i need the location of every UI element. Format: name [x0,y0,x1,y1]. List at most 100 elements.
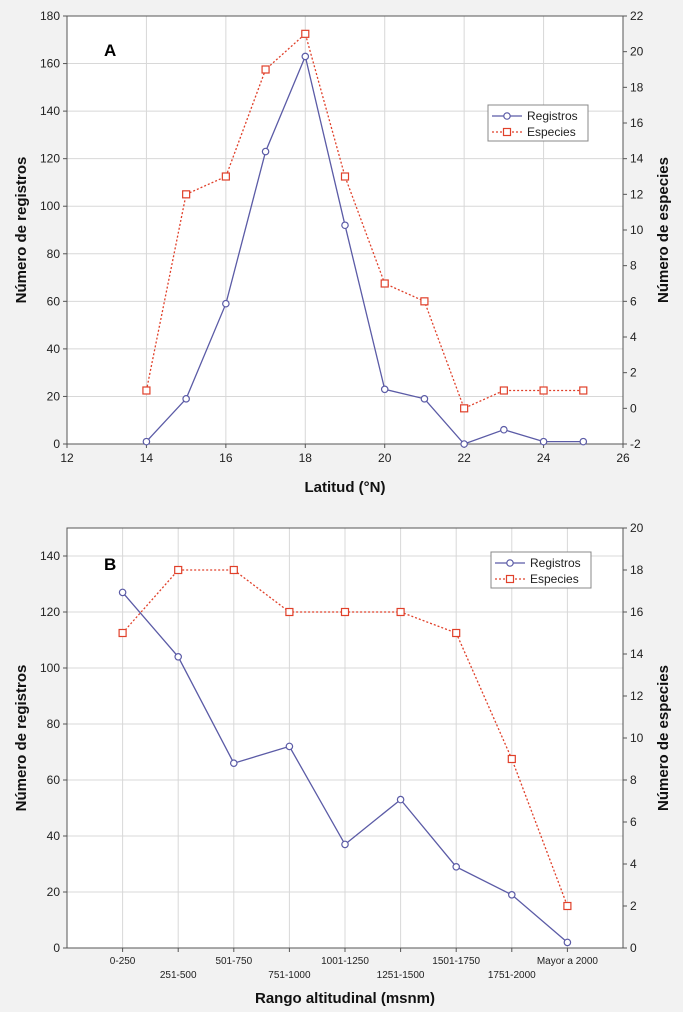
y-left-tick-label: 0 [53,437,60,451]
y-right-tick-label: 8 [630,773,637,787]
legend-b-registros-label: Registros [530,556,581,570]
registros-point [380,385,389,394]
especies-point [285,607,294,617]
especies-point [539,386,548,395]
y-right-tick-label: 20 [630,45,644,59]
registros-point [230,759,238,768]
registros-point [579,437,588,446]
registros-point [452,862,461,871]
y-left-tick-label: 40 [47,342,61,356]
y-right-tick-label: 18 [630,563,644,577]
registros-point [396,795,405,804]
y-right-tick-label: 12 [630,689,644,703]
especies-point [261,65,270,74]
registros-point [182,395,190,403]
especies-point [182,190,191,199]
registros-point [222,299,230,308]
especies-point [340,172,350,181]
registros-point [142,437,151,446]
panel-a-letter: A [104,41,116,60]
registros-series-line [145,54,584,445]
panel-a-legend: Registros Especies [487,104,589,142]
y-right-tick-label: -2 [630,437,641,451]
registros-point [285,742,294,751]
especies-point [301,29,310,38]
y-right-tick-label: 4 [630,330,637,344]
especies-point [563,901,572,911]
y-right-tick-label: 0 [630,401,637,415]
y-right-tick-label: 10 [630,223,644,237]
x-tick-label: 16 [219,451,233,465]
y-right-tick-label: 0 [630,941,637,955]
especies-series-line [145,32,584,410]
panel-b-letter: B [104,555,116,574]
y-right-tick-label: 8 [630,259,637,273]
legend-b-especies-label: Especies [530,572,579,586]
y-right-tick-label: 18 [630,80,644,94]
registros-point [539,437,548,446]
x-tick-label: 18 [299,451,313,465]
y-right-tick-label: 12 [630,187,644,201]
y-left-tick-label: 160 [40,57,60,71]
panel-b-y-right-title: Número de especies [655,665,672,811]
y-left-tick-label: 100 [40,199,60,213]
y-right-tick-label: 2 [630,366,637,380]
y-left-tick-label: 80 [47,717,61,731]
especies-point [142,386,151,395]
y-right-tick-label: 2 [630,899,637,913]
registros-point [341,840,349,849]
x-tick-label: 12 [60,451,74,465]
registros-point [500,425,508,434]
especies-point [380,279,389,288]
y-left-tick-label: 180 [40,9,60,23]
registros-point [118,588,127,597]
legend-b-especies-marker [505,574,515,584]
x-tick-label: 22 [457,451,471,465]
x-tick-label: 0-250 [110,956,136,967]
x-tick-label: 1001-1250 [321,956,369,967]
y-left-tick-label: 100 [40,661,60,675]
x-tick-label: 1251-1500 [377,970,425,981]
legend-especies-label: Especies [527,125,576,139]
panel-b-y-left-title: Número de registros [13,665,30,812]
especies-point [499,386,508,395]
y-right-tick-label: 22 [630,9,644,23]
x-tick-label: 1751-2000 [488,970,536,981]
registros-point [174,652,183,661]
x-tick-label: 751-1000 [268,970,311,981]
x-tick-label: 251-500 [160,970,197,981]
y-right-tick-label: 14 [630,152,644,166]
registros-point [301,52,310,61]
y-right-tick-label: 6 [630,815,637,829]
x-tick-label: 501-750 [215,956,252,967]
especies-point [340,607,350,617]
y-right-tick-label: 16 [630,116,644,130]
y-left-tick-label: 60 [47,773,61,787]
y-left-tick-label: 80 [47,247,61,261]
especies-point [229,565,238,575]
panel-b: 0 20 40 60 80 100 120 140 0 2 4 6 8 10 12 14 16 18 20 0-250… [13,521,672,1007]
especies-point [507,754,516,764]
y-right-tick-label: 4 [630,857,637,871]
y-right-tick-label: 10 [630,731,644,745]
legend-b-registros-marker [506,559,514,567]
y-right-tick-label: 6 [630,294,637,308]
registros-point [420,395,429,403]
panel-a-plot-area [67,16,623,444]
y-right-tick-label: 20 [630,521,644,535]
x-tick-label: 14 [140,451,154,465]
panel-a: 020406080100120140160180-202468101214161… [13,9,672,496]
especies-point [579,386,588,395]
especies-point [174,565,183,575]
y-left-tick-label: 0 [53,941,60,955]
registros-point [563,938,572,947]
panel-a-x-axis-title: Latitud (°N) [305,479,386,496]
legend-registros-label: Registros [527,109,578,123]
y-right-tick-label: 14 [630,647,644,661]
y-left-tick-label: 140 [40,104,60,118]
especies-point [396,607,405,617]
y-left-tick-label: 60 [47,294,61,308]
x-tick-label: 20 [378,451,392,465]
especies-point [452,628,461,638]
